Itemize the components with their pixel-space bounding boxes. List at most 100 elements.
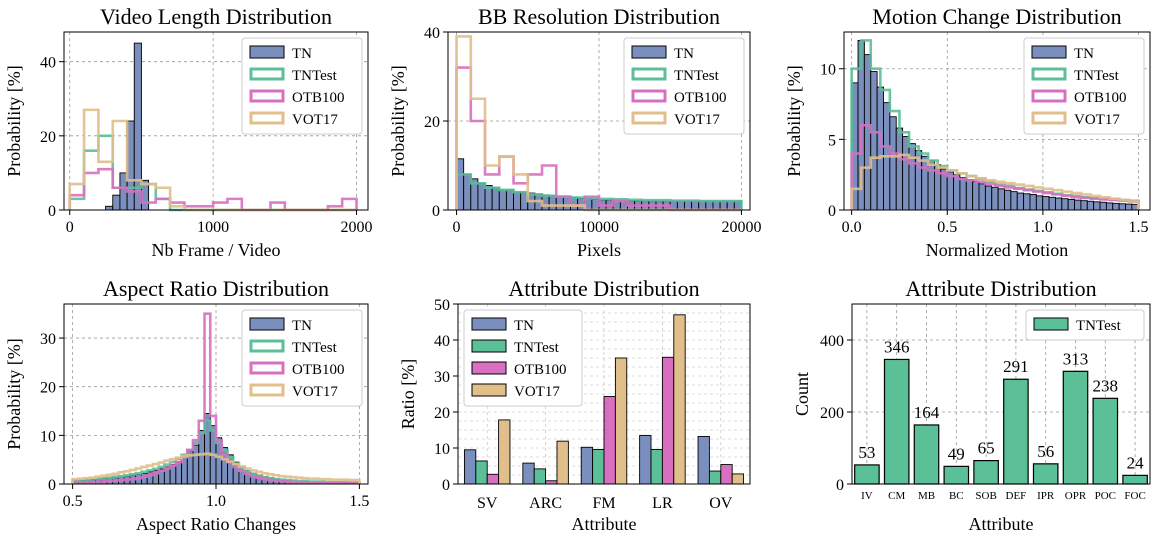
histogram-bar [1086,200,1095,211]
legend-swatch [249,111,285,125]
bar [498,419,511,485]
chart-panel: Aspect Ratio Distribution Aspect Ratio Ch… [4,276,369,534]
legend-entry: TNTest [1076,318,1122,334]
y-tick-label: 5 [828,132,836,149]
legend-swatch [249,339,285,353]
x-tick-label: SV [477,495,498,512]
x-tick-label: 0.0 [842,219,862,236]
legend-box [241,37,363,135]
histogram-bar [1067,198,1076,211]
histogram-step-line [71,312,361,485]
x-axis-label: Aspect Ratio Changes [136,514,296,534]
chart-title: Video Length Distribution [100,4,332,29]
y-tick-label: 40 [424,25,440,42]
bar [650,448,663,485]
plot-frame [851,303,1151,485]
legend-entry: TNTest [292,340,338,356]
histogram-bar [972,181,980,211]
legend-entry: VOT17 [292,384,338,400]
data-label: 49 [948,444,965,463]
chart-panel: SV ARC FM LR OV Attribute Distribution Attribu… [398,276,751,534]
x-tick-label: 1.5 [1129,219,1149,236]
histogram-bar [726,200,735,211]
x-tick-label: LR [652,495,673,512]
data-label: 65 [978,439,995,458]
x-tick-label: IV [861,490,873,502]
data-label: 24 [1127,453,1145,472]
histogram-bar [1029,194,1037,211]
histogram-bar [1061,198,1069,211]
legend-entry: VOT17 [514,384,560,400]
legend-entry: OTB100 [292,362,345,378]
y-tick-label: 0 [48,203,56,220]
histogram-bar [1054,197,1063,211]
histogram-bar [889,116,897,211]
legend-box [463,309,583,407]
plot-frame [843,31,1151,211]
y-tick-label: 20 [40,380,56,397]
histogram-bar [112,194,121,211]
x-tick-label: FM [592,495,615,512]
histogram-bar [876,86,884,211]
bar [673,314,686,485]
x-tick-label: 1000 [197,219,229,236]
legend-swatch [1033,317,1069,331]
legend-swatch [631,111,667,125]
x-tick-label: 10000 [579,219,619,236]
bar [580,446,594,485]
y-tick-label: 200 [820,405,844,422]
legend-swatch [1031,67,1067,81]
legend-box [623,37,745,135]
histogram-bar [946,171,954,211]
bar [522,462,535,485]
legend-swatch [249,89,285,103]
legend-entry: VOT17 [1074,112,1120,128]
histogram-bar [1023,193,1031,211]
legend-entry: TNTest [1074,68,1120,84]
chart-panel: Video Length Distribution Nb Frame / Vide… [4,4,373,260]
y-axis-label: Count [792,372,812,416]
x-tick-label: ARC [529,495,562,512]
legend-box [241,309,363,407]
legend-swatch [249,317,285,331]
histogram-bar [1048,196,1056,211]
y-tick-label: 10 [820,62,836,79]
legend-entry: OTB100 [514,362,567,378]
bar [475,460,488,485]
legend-swatch [249,67,285,81]
chart-title: Attribute Distribution [905,276,1096,301]
data-label: 313 [1063,349,1089,368]
x-tick-label: MB [918,490,935,502]
chart-panel: Motion Change Distribution Normalized Mot… [784,4,1151,260]
bar [913,424,940,485]
legend-entry: OTB100 [292,90,345,106]
y-tick-label: 30 [40,331,56,348]
bar [854,464,880,485]
x-axis-label: Normalized Motion [926,240,1068,260]
legend-swatch [1031,111,1067,125]
y-axis-label: Probability [%] [388,65,408,176]
histogram-bar [1004,189,1012,211]
histogram-step-line [850,153,1140,210]
histogram-bar [997,188,1005,211]
data-label: 238 [1093,376,1119,395]
y-tick-label: 0 [48,477,56,494]
histogram-bar [1099,201,1107,211]
bar [1032,463,1059,485]
legend-box [1023,37,1145,135]
chart-panel: 53 IV 346 CM 164 MB 49 BC 65 SOB 291 DEF 56 IPR 313 OPR… [792,276,1151,534]
legend-entry: TN [292,318,312,334]
histogram-bar [698,200,707,211]
y-tick-label: 40 [434,333,450,350]
y-axis-label: Probability [%] [4,65,24,176]
x-tick-label: CM [888,490,905,502]
histogram-bar [895,127,904,211]
legend-swatch [631,89,667,103]
bar [1122,474,1148,485]
legend-entry: OTB100 [674,90,727,106]
x-tick-label: 0 [453,219,461,236]
legend-entry: TNTest [674,68,720,84]
y-tick-label: 0 [442,477,450,494]
legend-swatch [471,383,507,397]
legend-swatch [471,361,507,375]
